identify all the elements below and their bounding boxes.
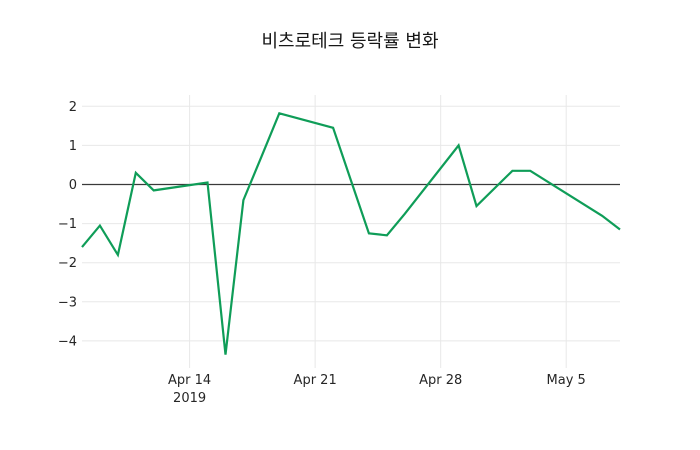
- x-tick-label: Apr 14: [168, 373, 211, 388]
- y-tick-label: 1: [69, 139, 77, 154]
- y-tick-label: −4: [58, 334, 77, 349]
- chart-title: 비츠로테크 등락률 변화: [261, 31, 439, 52]
- y-tick-label: −2: [58, 256, 77, 271]
- y-tick-label: −3: [58, 295, 77, 310]
- y-tick-label: 0: [69, 178, 77, 193]
- x-tick-label: May 5: [547, 373, 586, 388]
- y-tick-label: 2: [69, 100, 77, 115]
- y-tick-label: −1: [58, 217, 77, 232]
- change-rate-line: [81, 111, 621, 355]
- x-tick-label: Apr 21: [294, 373, 337, 388]
- x-tick-year-label: 2019: [173, 391, 206, 406]
- x-tick-label: Apr 28: [419, 373, 462, 388]
